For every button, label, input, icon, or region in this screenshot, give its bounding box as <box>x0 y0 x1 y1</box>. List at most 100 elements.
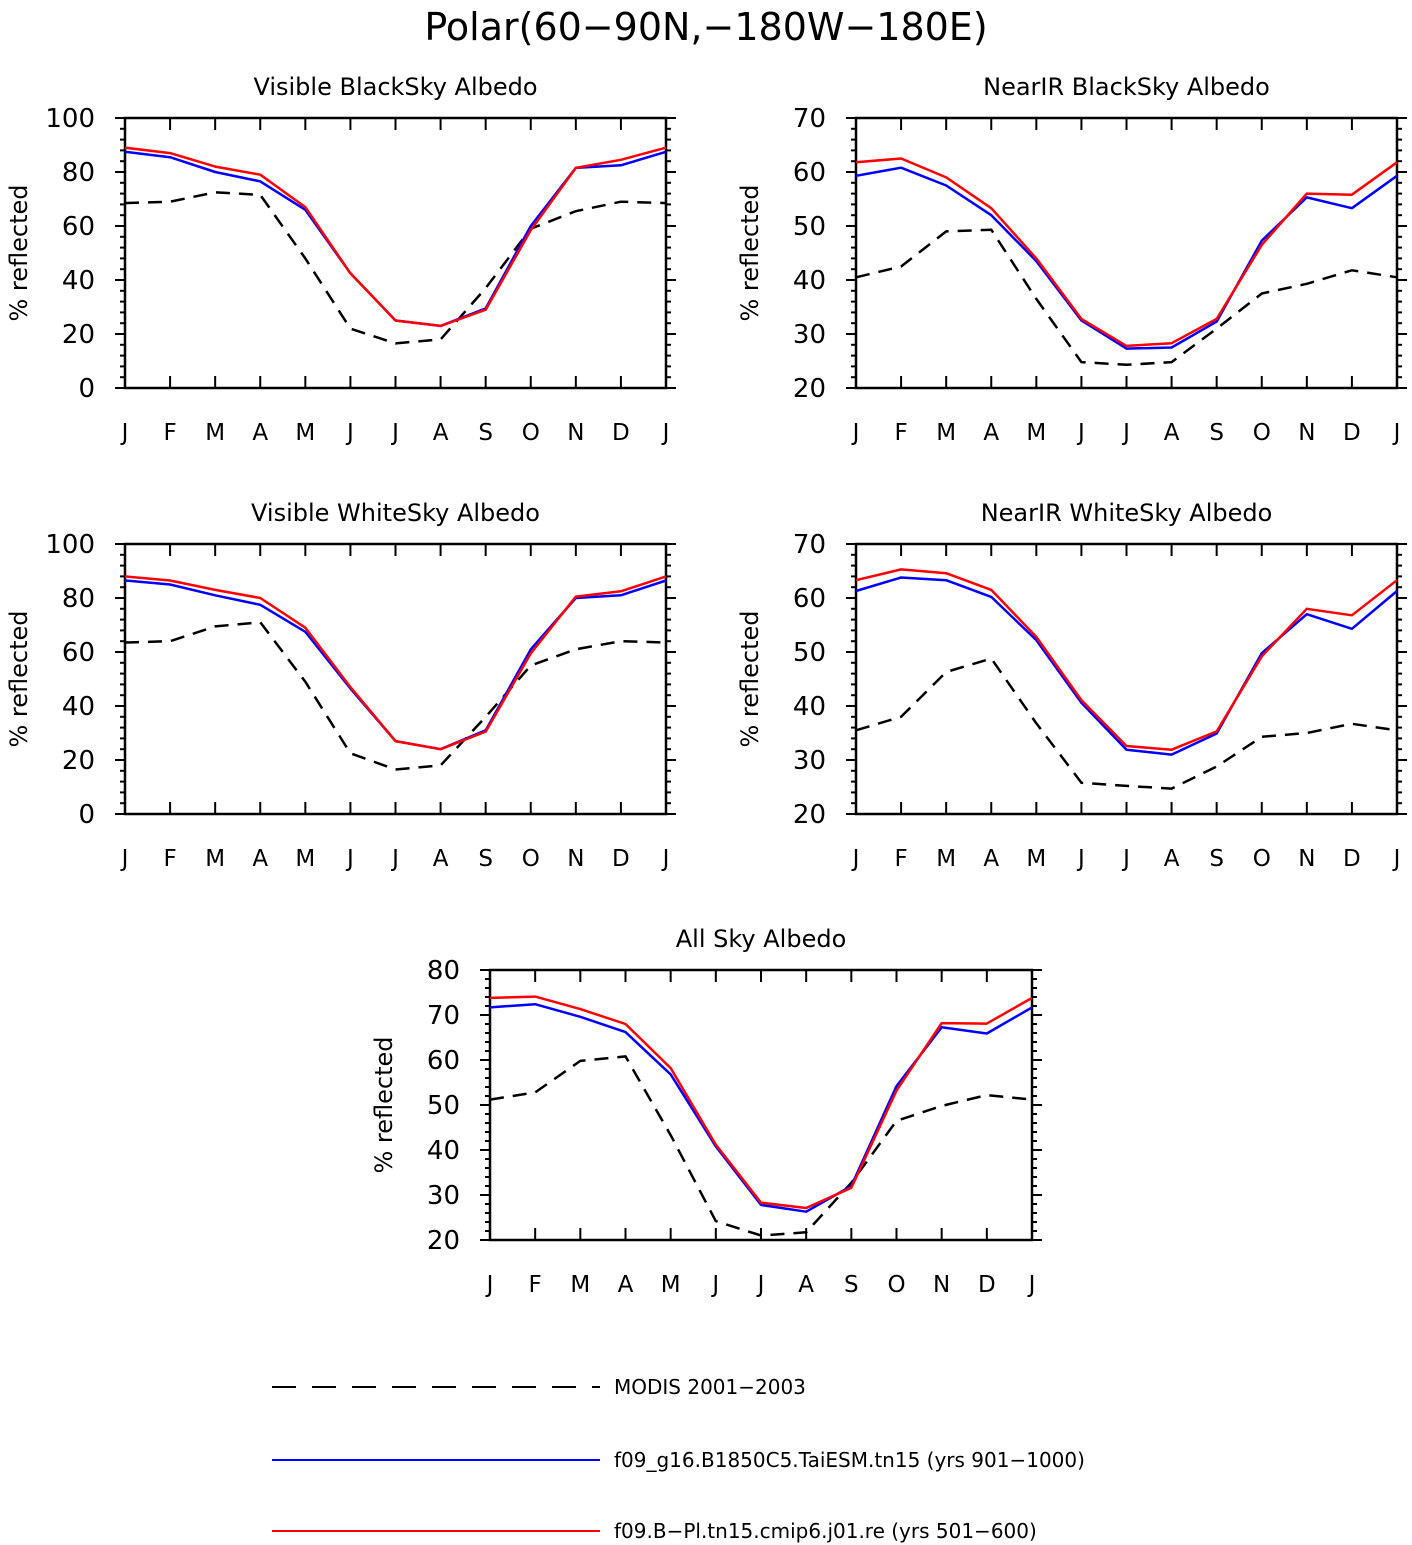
legend-label-taiesm: f09_g16.B1850C5.TaiESM.tn15 (yrs 901−100… <box>614 1448 1085 1472</box>
chart-nearir-blacksky-albedo: NearIR BlackSky Albedo % reflected J F M A M J J… <box>736 73 1407 446</box>
chart-title: Visible BlackSky Albedo <box>253 73 537 101</box>
chart-title: All Sky Albedo <box>676 925 847 953</box>
y-axis-label: % reflected <box>736 610 764 747</box>
x-tick-label: A <box>983 420 999 446</box>
x-tick-label: A <box>1164 846 1180 872</box>
legend: MODIS 2001−2003 f09_g16.B1850C5.TaiESM.t… <box>272 1375 1085 1543</box>
x-tick-label: J <box>390 420 399 446</box>
x-tick-label: F <box>529 1272 542 1298</box>
x-tick-label: J <box>485 1272 494 1298</box>
y-tick-label: 70 <box>427 1001 460 1031</box>
plot-frame <box>123 542 668 816</box>
y-tick-label: 40 <box>793 266 826 296</box>
x-tick-label: A <box>618 1272 634 1298</box>
y-axis-label: % reflected <box>370 1036 398 1173</box>
legend-entry-taiesm: f09_g16.B1850C5.TaiESM.tn15 (yrs 901−100… <box>272 1448 1085 1472</box>
x-tick-label: D <box>1343 420 1361 446</box>
chart-visible-whitesky-albedo: Visible WhiteSky Albedo % reflected J F M A M J… <box>5 499 676 872</box>
y-tick-label: 20 <box>62 746 95 776</box>
y-tick-label: 40 <box>62 692 95 722</box>
x-tick-label: M <box>570 1272 590 1298</box>
x-tick-label: M <box>661 1272 681 1298</box>
x-tick-label: S <box>844 1272 859 1298</box>
x-tick-label: J <box>661 420 670 446</box>
legend-entry-cmip6: f09.B−Pl.tn15.cmip6.j01.re (yrs 501−600) <box>272 1519 1037 1543</box>
series-line-cmip6 <box>855 157 1398 348</box>
x-tick-label: J <box>345 420 354 446</box>
y-tick-label: 70 <box>793 530 826 560</box>
series-line-modis <box>855 657 1398 790</box>
y-tick-label: 100 <box>45 104 95 134</box>
x-tick-label: A <box>433 420 449 446</box>
x-tick-label: J <box>345 846 354 872</box>
y-tick-label: 50 <box>793 212 826 242</box>
x-tick-label: J <box>120 846 129 872</box>
x-tick-label: N <box>1298 420 1315 446</box>
x-tick-label: A <box>1164 420 1180 446</box>
y-tick-label: 0 <box>78 374 95 404</box>
y-tick-label: 60 <box>427 1046 460 1076</box>
x-tick-label: J <box>390 846 399 872</box>
x-tick-label: J <box>1392 846 1401 872</box>
y-tick-label: 40 <box>427 1136 460 1166</box>
y-tick-label: 30 <box>793 320 826 350</box>
x-tick-label: D <box>1343 846 1361 872</box>
page-title: Polar(60−90N,−180W−180E) <box>424 5 987 49</box>
x-tick-label: S <box>1209 846 1224 872</box>
x-tick-label: A <box>252 846 268 872</box>
y-tick-label: 70 <box>793 104 826 134</box>
legend-label-cmip6: f09.B−Pl.tn15.cmip6.j01.re (yrs 501−600) <box>614 1519 1037 1543</box>
x-tick-label: O <box>1253 846 1271 872</box>
x-tick-label: S <box>478 420 493 446</box>
series-line-taiesm <box>124 579 667 751</box>
y-tick-label: 50 <box>427 1091 460 1121</box>
chart-nearir-whitesky-albedo: NearIR WhiteSky Albedo % reflected J F M A M J J… <box>736 499 1407 872</box>
y-tick-label: 20 <box>793 374 826 404</box>
series-line-modis <box>124 191 667 345</box>
x-tick-label: N <box>1298 846 1315 872</box>
x-tick-label: M <box>936 420 956 446</box>
y-axis-label: % reflected <box>736 184 764 321</box>
x-tick-label: D <box>612 420 630 446</box>
y-tick-label: 60 <box>62 212 95 242</box>
y-tick-label: 0 <box>78 800 95 830</box>
x-tick-label: D <box>978 1272 996 1298</box>
x-tick-label: M <box>205 420 225 446</box>
y-tick-label: 80 <box>62 584 95 614</box>
x-tick-label: F <box>894 420 907 446</box>
x-tick-label: J <box>1076 420 1085 446</box>
series-line-modis <box>855 228 1398 367</box>
x-tick-label: F <box>163 846 176 872</box>
x-tick-label: O <box>522 846 540 872</box>
x-tick-label: A <box>433 846 449 872</box>
y-tick-label: 80 <box>427 956 460 986</box>
series-line-modis <box>124 621 667 771</box>
x-tick-label: S <box>1209 420 1224 446</box>
y-tick-label: 40 <box>62 266 95 296</box>
y-tick-label: 30 <box>793 746 826 776</box>
x-tick-label: O <box>887 1272 905 1298</box>
series-line-taiesm <box>855 576 1398 756</box>
legend-entry-modis: MODIS 2001−2003 <box>272 1375 806 1399</box>
x-tick-label: M <box>1026 846 1046 872</box>
y-tick-label: 20 <box>427 1226 460 1256</box>
series-line-cmip6 <box>489 995 1033 1210</box>
y-tick-label: 40 <box>793 692 826 722</box>
x-tick-label: J <box>851 420 860 446</box>
x-tick-label: O <box>522 420 540 446</box>
x-tick-label: J <box>1076 846 1085 872</box>
legend-label-modis: MODIS 2001−2003 <box>614 1375 806 1399</box>
x-tick-label: A <box>252 420 268 446</box>
x-tick-label: A <box>983 846 999 872</box>
x-tick-label: O <box>1253 420 1271 446</box>
y-tick-label: 30 <box>427 1181 460 1211</box>
y-axis-label: % reflected <box>5 184 33 321</box>
x-tick-label: M <box>205 846 225 872</box>
plot-frame <box>854 542 1399 816</box>
x-tick-label: J <box>661 846 670 872</box>
x-tick-label: M <box>295 420 315 446</box>
x-tick-label: J <box>1121 420 1130 446</box>
y-tick-label: 80 <box>62 158 95 188</box>
y-tick-label: 20 <box>793 800 826 830</box>
